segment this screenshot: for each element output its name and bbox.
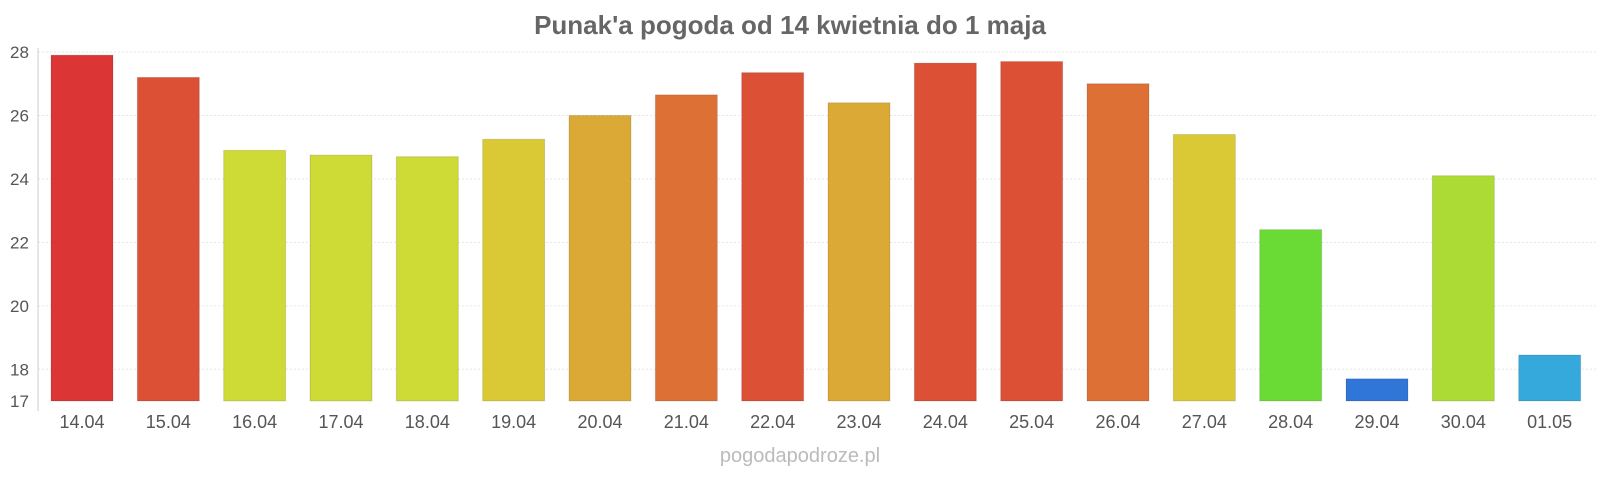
x-tick-label: 30.04 (1441, 412, 1486, 432)
bar-19.04 (482, 138, 546, 402)
bar-16.04 (223, 149, 287, 402)
bar-14.04 (50, 54, 114, 402)
watermark-text: pogodapodroze.pl (720, 445, 880, 467)
bar-01.05 (1518, 354, 1582, 402)
y-tick-label: 18 (10, 360, 29, 379)
y-tick-label: 28 (10, 43, 29, 62)
y-axis-ticks: 17 18 20 22 24 26 28 (10, 43, 29, 411)
x-tick-label: 22.04 (750, 412, 795, 432)
bar-22.04 (741, 72, 805, 402)
bars (50, 54, 1582, 402)
x-tick-label: 23.04 (836, 412, 881, 432)
bar-27.04 (1172, 133, 1236, 402)
bar-29.04 (1345, 378, 1409, 402)
grid-lines (38, 51, 1598, 370)
x-axis-labels: 14.04 15.04 16.04 17.04 18.04 19.04 20.04 21.04… (59, 412, 1572, 432)
bar-25.04 (1000, 61, 1064, 402)
x-tick-label: 14.04 (59, 412, 104, 432)
x-tick-label: 26.04 (1095, 412, 1140, 432)
bar-15.04 (136, 76, 200, 402)
x-tick-label: 21.04 (664, 412, 709, 432)
y-tick-label: 20 (10, 297, 29, 316)
x-tick-label: 28.04 (1268, 412, 1313, 432)
x-tick-label: 24.04 (923, 412, 968, 432)
bar-18.04 (395, 156, 459, 402)
x-tick-label: 16.04 (232, 412, 277, 432)
x-tick-label: 19.04 (491, 412, 536, 432)
bar-26.04 (1086, 83, 1150, 402)
y-tick-label: 17 (10, 392, 29, 411)
x-tick-label: 17.04 (318, 412, 363, 432)
bar-23.04 (827, 102, 891, 402)
x-tick-label: 18.04 (405, 412, 450, 432)
bar-24.04 (913, 62, 977, 402)
bar-20.04 (568, 114, 632, 402)
bar-21.04 (654, 94, 718, 402)
x-tick-label: 20.04 (577, 412, 622, 432)
x-tick-label: 29.04 (1354, 412, 1399, 432)
bar-30.04 (1431, 175, 1495, 402)
x-tick-label: 15.04 (146, 412, 191, 432)
x-tick-label: 25.04 (1009, 412, 1054, 432)
bar-28.04 (1259, 229, 1323, 402)
y-tick-label: 26 (10, 106, 29, 125)
bar-17.04 (309, 154, 373, 402)
x-tick-label: 27.04 (1182, 412, 1227, 432)
y-tick-label: 22 (10, 233, 29, 252)
y-tick-label: 24 (10, 170, 29, 189)
chart-title: Punak'a pogoda od 14 kwietnia do 1 maja (534, 10, 1046, 40)
x-tick-label: 01.05 (1527, 412, 1572, 432)
